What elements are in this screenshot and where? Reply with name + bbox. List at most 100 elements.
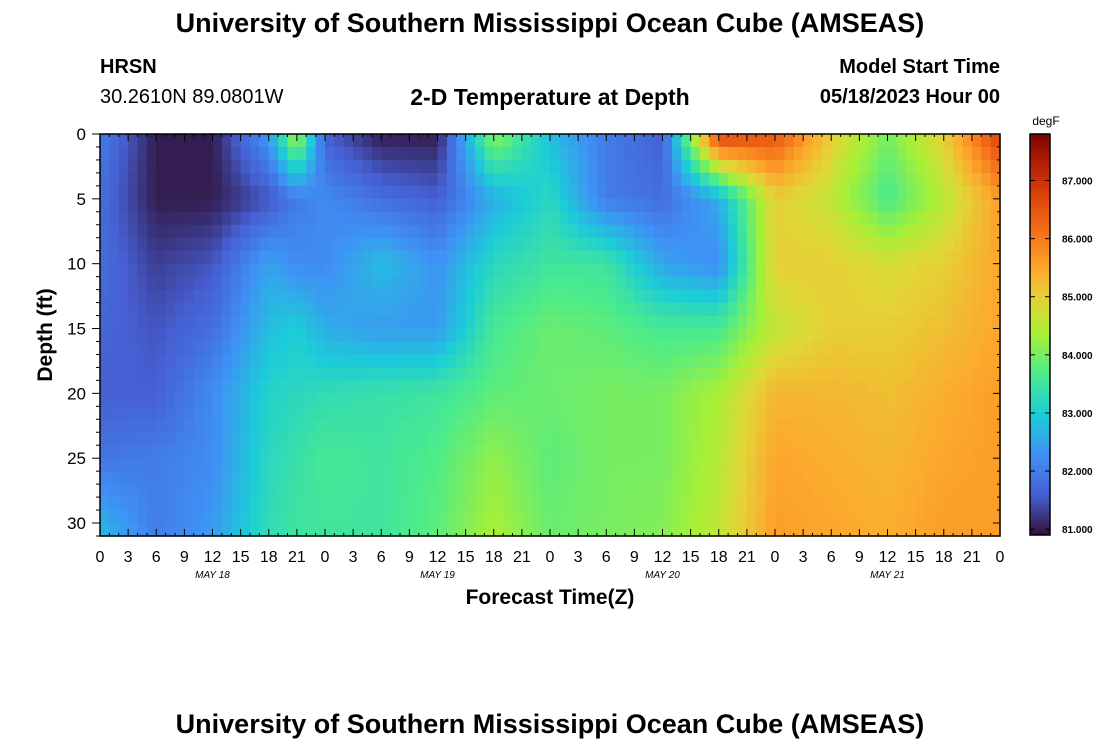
heatmap-cell	[109, 380, 120, 394]
heatmap-cell	[362, 289, 373, 304]
heatmap-cell	[118, 263, 129, 278]
heatmap-cell	[203, 159, 214, 174]
heatmap-cell	[971, 237, 982, 252]
heatmap-cell	[212, 354, 223, 369]
heatmap-cell	[456, 172, 467, 187]
heatmap-cell	[840, 237, 851, 252]
heatmap-cell	[371, 328, 382, 343]
heatmap-cell	[400, 341, 410, 356]
heatmap-cell	[437, 276, 448, 291]
heatmap-cell	[400, 159, 410, 174]
heatmap-cell	[128, 445, 139, 459]
heatmap-cell	[390, 250, 401, 265]
heatmap-cell	[296, 341, 307, 356]
heatmap-cell	[878, 289, 889, 304]
heatmap-cell	[128, 510, 139, 524]
heatmap-cell	[353, 315, 364, 330]
heatmap-cell	[362, 380, 373, 394]
heatmap-cell	[765, 185, 776, 200]
colorbar-unit: degF	[1032, 114, 1059, 128]
heatmap-cell	[521, 354, 532, 369]
heatmap-cell	[953, 237, 964, 252]
heatmap-cell	[531, 510, 542, 524]
heatmap-cell	[784, 419, 795, 433]
heatmap-cell	[671, 471, 682, 485]
heatmap-cell	[934, 198, 945, 213]
heatmap-cell	[981, 484, 992, 498]
heatmap-cell	[259, 380, 270, 394]
heatmap-cell	[821, 419, 832, 433]
heatmap-cell	[596, 419, 607, 433]
heatmap-cell	[681, 341, 692, 356]
heatmap-cell	[493, 237, 504, 252]
heatmap-cell	[971, 211, 982, 226]
heatmap-cell	[231, 263, 242, 278]
heatmap-cell	[437, 484, 448, 498]
heatmap-cell	[756, 185, 767, 200]
heatmap-cell	[296, 263, 307, 278]
heatmap-cell	[250, 341, 260, 356]
heatmap-cell	[962, 237, 973, 252]
heatmap-cell	[756, 354, 767, 369]
heatmap-cell	[456, 510, 467, 524]
heatmap-cell	[934, 367, 945, 381]
heatmap-cell	[381, 406, 392, 420]
heatmap-cell	[250, 250, 260, 265]
heatmap-cell	[643, 510, 654, 524]
heatmap-cell	[568, 445, 579, 459]
heatmap-cell	[643, 380, 654, 394]
heatmap-cell	[981, 367, 992, 381]
heatmap-cell	[428, 159, 439, 174]
heatmap-cell	[118, 198, 129, 213]
heatmap-cell	[231, 523, 242, 537]
heatmap-cell	[381, 185, 392, 200]
heatmap-cell	[821, 224, 832, 239]
heatmap-cell	[775, 354, 785, 369]
heatmap-cell	[146, 458, 157, 472]
heatmap-cell	[765, 237, 776, 252]
heatmap-cell	[296, 484, 307, 498]
heatmap-cell	[765, 510, 776, 524]
heatmap-cell	[896, 380, 907, 394]
heatmap-cell	[859, 393, 870, 407]
heatmap-cell	[278, 432, 289, 446]
heatmap-cell	[165, 484, 176, 498]
heatmap-cell	[606, 484, 617, 498]
heatmap-cell	[353, 185, 364, 200]
heatmap-cell	[803, 406, 814, 420]
heatmap-cell	[287, 354, 298, 369]
heatmap-cell	[840, 432, 851, 446]
heatmap-cell	[203, 328, 214, 343]
heatmap-cell	[175, 341, 185, 356]
heatmap-cell	[878, 328, 889, 343]
heatmap-cell	[446, 328, 457, 343]
heatmap-cell	[568, 497, 579, 511]
heatmap-cell	[925, 497, 935, 511]
heatmap-cell	[400, 497, 410, 511]
heatmap-cell	[718, 211, 729, 226]
heatmap-cell	[756, 198, 767, 213]
heatmap-cell	[709, 211, 720, 226]
heatmap-cell	[465, 146, 476, 161]
heatmap-cell	[240, 341, 251, 356]
heatmap-cell	[381, 419, 392, 433]
heatmap-cell	[887, 458, 898, 472]
heatmap-cell	[718, 289, 729, 304]
heatmap-cell	[887, 315, 898, 330]
heatmap-cell	[596, 315, 607, 330]
heatmap-cell	[381, 471, 392, 485]
heatmap-cell	[700, 250, 710, 265]
heatmap-cell	[868, 328, 879, 343]
heatmap-cell	[521, 263, 532, 278]
heatmap-cell	[428, 198, 439, 213]
heatmap-cell	[662, 263, 673, 278]
heatmap-cell	[109, 510, 120, 524]
heatmap-cell	[512, 276, 523, 291]
heatmap-cell	[109, 134, 120, 148]
heatmap-cell	[596, 523, 607, 537]
heatmap-cell	[765, 393, 776, 407]
heatmap-cell	[503, 406, 514, 420]
heatmap-cell	[925, 172, 935, 187]
heatmap-cell	[268, 328, 279, 343]
heatmap-cell	[371, 380, 382, 394]
